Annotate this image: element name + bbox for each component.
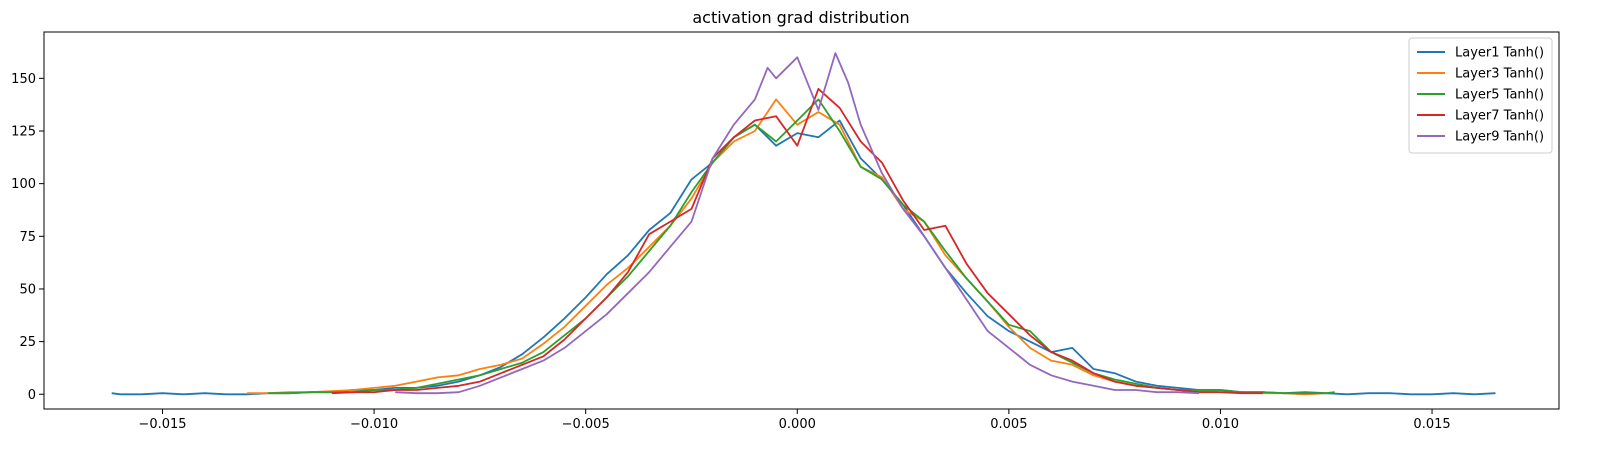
plot-frame <box>43 31 1560 410</box>
legend-label: Layer3 Tanh() <box>1455 67 1544 82</box>
legend-label: Layer1 Tanh() <box>1455 46 1544 61</box>
x-tick-label: −0.010 <box>350 417 398 432</box>
y-tick-label: 25 <box>19 335 36 350</box>
y-tick-label: 75 <box>19 230 36 245</box>
x-axis: −0.015 −0.010 −0.005 0.000 0.005 0.010 0.015 <box>138 409 1451 432</box>
y-tick-label: 50 <box>19 282 36 297</box>
x-tick-label: 0.000 <box>779 417 816 432</box>
legend-label: Layer7 Tanh() <box>1455 109 1544 124</box>
series-line-4 <box>331 88 1263 395</box>
x-tick-label: −0.015 <box>138 417 186 432</box>
chart-title: activation grad distribution <box>692 8 909 27</box>
legend-box <box>1408 37 1553 154</box>
x-tick-label: −0.005 <box>562 417 610 432</box>
series-line-5 <box>395 52 1200 395</box>
series-layer <box>111 52 1496 396</box>
y-tick-label: 0 <box>28 388 36 403</box>
y-tick-label: 100 <box>11 177 36 192</box>
x-tick-label: 0.005 <box>990 417 1027 432</box>
y-tick-label: 125 <box>11 124 36 139</box>
legend-label: Layer5 Tanh() <box>1455 88 1544 103</box>
legend: Layer1 Tanh() Layer3 Tanh() Layer5 Tanh() L… <box>1408 37 1553 154</box>
x-tick-label: 0.010 <box>1202 417 1239 432</box>
y-tick-label: 150 <box>11 72 36 87</box>
x-tick-label: 0.015 <box>1413 417 1450 432</box>
legend-label: Layer9 Tanh() <box>1455 130 1544 145</box>
y-axis: 0 25 50 75 100 125 150 <box>11 72 44 403</box>
